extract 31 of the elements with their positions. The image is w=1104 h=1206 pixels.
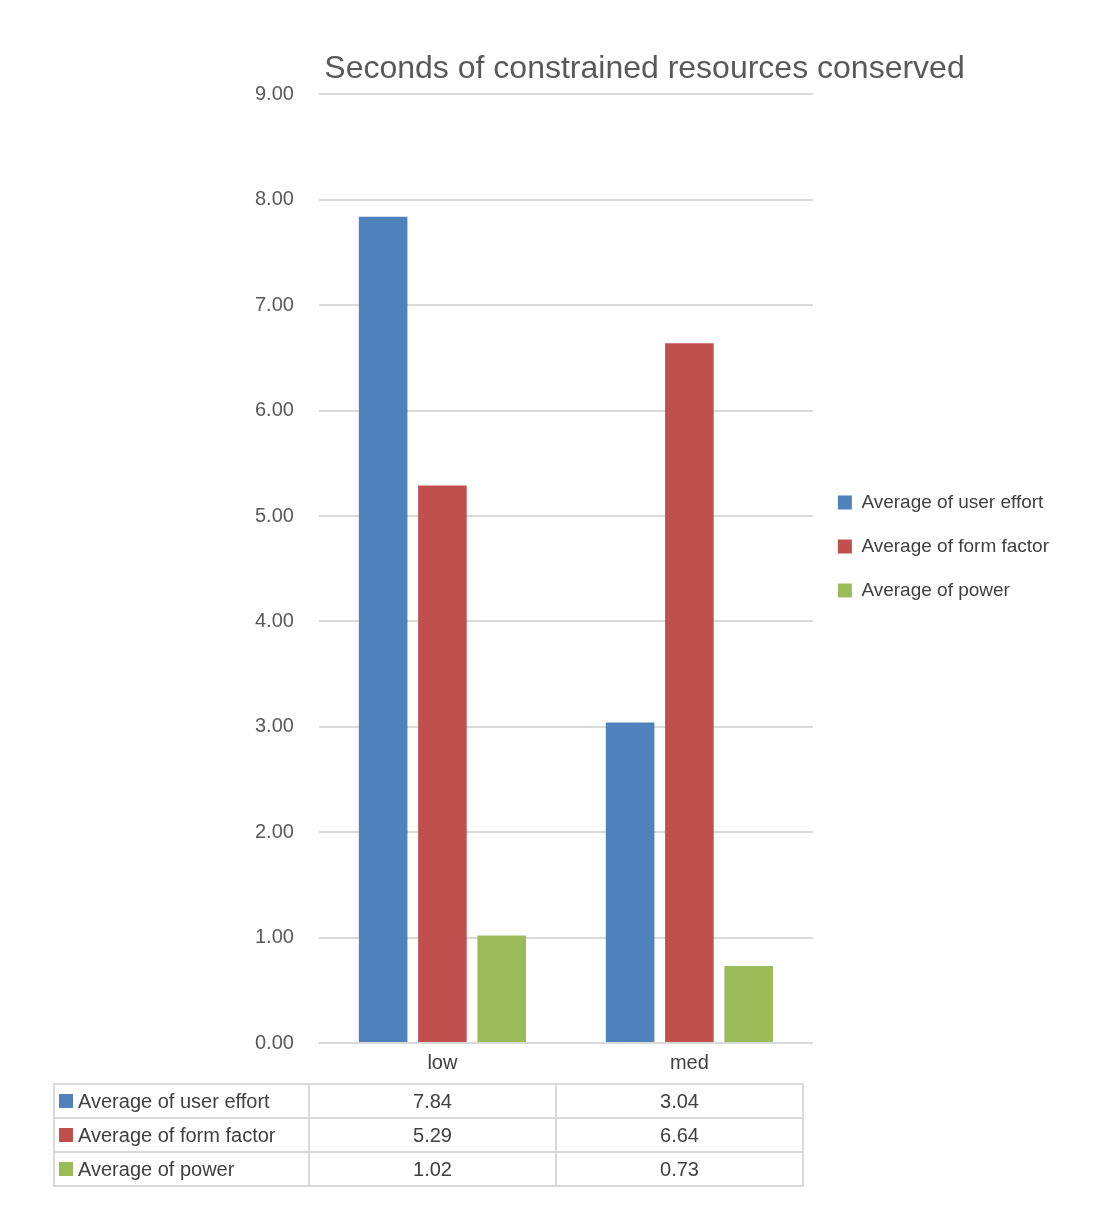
legend-label: Average of user effort [54,1084,309,1118]
y-tick-label: 6.00 [254,398,294,421]
bar [418,485,467,1042]
bar [358,216,408,1042]
y-tick-label: 7.00 [254,292,294,315]
data-label: 6.64 [556,1118,803,1152]
y-tick-label: 0.00 [254,1030,294,1053]
text: Average of user effort [861,490,1044,512]
bar [724,966,773,1042]
y-tick-label: 4.00 [254,608,294,631]
y-tick-label: 9.00 [254,81,294,104]
bar [665,343,714,1042]
text: Average of form factor [78,1123,276,1146]
legend-label: Average of form factor [861,534,1050,556]
data-label: 7.84 [309,1084,556,1118]
x-tick-label: low [427,1050,458,1073]
y-tick-label: 8.00 [254,187,294,210]
data-label: 5.29 [309,1118,556,1152]
bar [605,722,655,1042]
y-tick-label: 1.00 [254,925,294,948]
x-tick-label: med [669,1050,709,1073]
bar [477,935,526,1042]
text: Average of power [861,578,1010,600]
y-tick-label: 3.00 [254,714,294,737]
y-tick-label: 5.00 [254,503,294,526]
data-label: 1.02 [309,1152,556,1186]
data-label: 0.73 [556,1152,803,1186]
y-tick-label: 2.00 [254,819,294,842]
chart-title: Seconds of constrained resources conserved [324,49,965,86]
legend-label: Average of power [54,1152,309,1186]
data-label: 3.04 [556,1084,803,1118]
